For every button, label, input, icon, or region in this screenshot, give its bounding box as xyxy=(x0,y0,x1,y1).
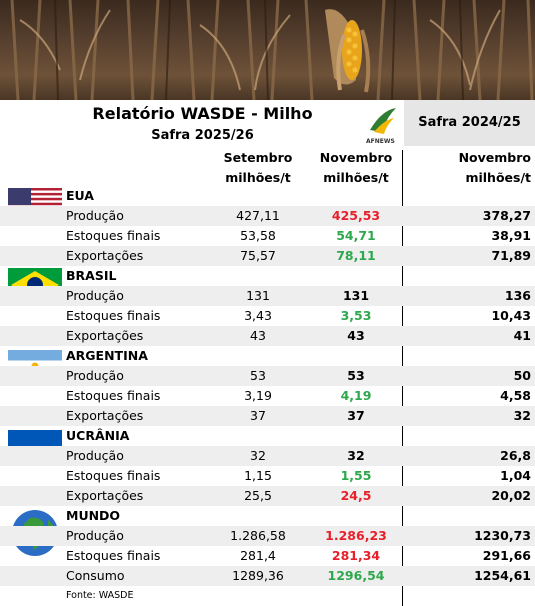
value-setembro: 281,4 xyxy=(240,548,276,563)
value-setembro: 131 xyxy=(246,288,270,303)
value-prev: 1,04 xyxy=(500,468,531,483)
value-novembro: 53 xyxy=(347,368,365,383)
col-setembro-unit: milhões/t xyxy=(225,170,291,185)
row-label: Produção xyxy=(66,448,124,463)
country-ucrania: UCRÂNIA xyxy=(66,428,130,443)
value-novembro: 78,11 xyxy=(336,248,376,263)
value-setembro: 32 xyxy=(250,448,266,463)
row-label: Exportações xyxy=(66,248,144,263)
value-setembro: 75,57 xyxy=(240,248,276,263)
value-novembro: 1.286,23 xyxy=(325,528,387,543)
row-label: Estoques finais xyxy=(66,228,161,243)
value-prev: 20,02 xyxy=(491,488,531,503)
value-prev: 10,43 xyxy=(491,308,531,323)
table-row: Produção 53 53 50 xyxy=(0,366,535,386)
row-label: Estoques finais xyxy=(66,548,161,563)
value-prev: 1254,61 xyxy=(474,568,531,583)
col-novembro-month: Novembro xyxy=(319,150,393,165)
country-mundo: MUNDO xyxy=(66,508,121,523)
col-prev-unit: milhões/t xyxy=(465,170,531,185)
value-prev: 1230,73 xyxy=(474,528,531,543)
row-label: Exportações xyxy=(66,328,144,343)
table-row: Consumo 1289,36 1296,54 1254,61 xyxy=(0,566,535,586)
col-setembro-header: Setembro milhões/t xyxy=(218,148,298,188)
value-novembro: 1,55 xyxy=(340,468,372,483)
value-setembro: 427,11 xyxy=(236,208,280,223)
value-novembro: 37 xyxy=(347,408,365,423)
table-row: Exportações 43 43 41 xyxy=(0,326,535,346)
value-novembro: 3,53 xyxy=(340,308,372,323)
row-label: Estoques finais xyxy=(66,468,161,483)
value-novembro: 131 xyxy=(342,288,370,303)
row-label: Estoques finais xyxy=(66,388,161,403)
value-setembro: 1289,36 xyxy=(232,568,284,583)
row-label: Produção xyxy=(66,208,124,223)
prev-season-header: Safra 2024/25 xyxy=(404,100,535,146)
value-setembro: 53 xyxy=(250,368,266,383)
table-row: Estoques finais 1,15 1,55 1,04 xyxy=(0,466,535,486)
value-prev: 32 xyxy=(513,408,531,423)
value-prev: 378,27 xyxy=(482,208,531,223)
report-title: Relatório WASDE - Milho xyxy=(92,104,313,123)
row-label: Exportações xyxy=(66,488,144,503)
table-row: Exportações 75,57 78,11 71,89 xyxy=(0,246,535,266)
logo-text: AFNEWS xyxy=(366,138,395,145)
value-setembro: 53,58 xyxy=(240,228,276,243)
col-novembro-header: Novembro milhões/t xyxy=(316,148,396,188)
table-row: Produção 32 32 26,8 xyxy=(0,446,535,466)
value-prev: 26,8 xyxy=(500,448,531,463)
cornfield-banner-image xyxy=(0,0,535,100)
value-setembro: 43 xyxy=(250,328,266,343)
table-row: Estoques finais 3,19 4,19 4,58 xyxy=(0,386,535,406)
value-prev: 4,58 xyxy=(500,388,531,403)
value-novembro: 32 xyxy=(347,448,365,463)
value-setembro: 1,15 xyxy=(244,468,272,483)
col-setembro-month: Setembro xyxy=(223,150,293,165)
col-prev-month: Novembro xyxy=(458,150,531,165)
value-prev: 291,66 xyxy=(482,548,531,563)
afnews-logo-icon xyxy=(362,100,402,150)
value-prev: 41 xyxy=(513,328,531,343)
value-novembro: 281,34 xyxy=(331,548,381,563)
row-label: Estoques finais xyxy=(66,308,161,323)
row-label: Exportações xyxy=(66,408,144,423)
table-row: Estoques finais 3,43 3,53 10,43 xyxy=(0,306,535,326)
table-row: Estoques finais 53,58 54,71 38,91 xyxy=(0,226,535,246)
row-label: Produção xyxy=(66,528,124,543)
country-argentina: ARGENTINA xyxy=(66,348,148,363)
report-subtitle: Safra 2025/26 xyxy=(151,128,254,143)
row-label: Produção xyxy=(66,368,124,383)
value-novembro: 43 xyxy=(347,328,365,343)
country-eua: EUA xyxy=(66,188,94,203)
value-prev: 50 xyxy=(513,368,531,383)
value-setembro: 25,5 xyxy=(244,488,272,503)
source-note: Fonte: WASDE xyxy=(66,590,134,601)
table-row: Exportações 37 37 32 xyxy=(0,406,535,426)
value-prev: 38,91 xyxy=(491,228,531,243)
value-novembro: 4,19 xyxy=(340,388,372,403)
table-row: Produção 131 131 136 xyxy=(0,286,535,306)
value-novembro: 1296,54 xyxy=(327,568,385,583)
value-prev: 136 xyxy=(504,288,531,303)
table-row: Produção 1.286,58 1.286,23 1230,73 xyxy=(0,526,535,546)
value-setembro: 37 xyxy=(250,408,266,423)
row-label: Produção xyxy=(66,288,124,303)
col-prev-header: Novembro milhões/t xyxy=(404,148,531,188)
table-row: Exportações 25,5 24,5 20,02 xyxy=(0,486,535,506)
country-brasil: BRASIL xyxy=(66,268,117,283)
value-novembro: 425,53 xyxy=(331,208,381,223)
value-prev: 71,89 xyxy=(491,248,531,263)
table-row: Estoques finais 281,4 281,34 291,66 xyxy=(0,546,535,566)
table-row: Produção 427,11 425,53 378,27 xyxy=(0,206,535,226)
row-label: Consumo xyxy=(66,568,125,583)
value-setembro: 1.286,58 xyxy=(230,528,286,543)
value-novembro: 54,71 xyxy=(336,228,376,243)
value-novembro: 24,5 xyxy=(340,488,372,503)
value-setembro: 3,43 xyxy=(244,308,272,323)
col-novembro-unit: milhões/t xyxy=(323,170,389,185)
value-setembro: 3,19 xyxy=(244,388,272,403)
